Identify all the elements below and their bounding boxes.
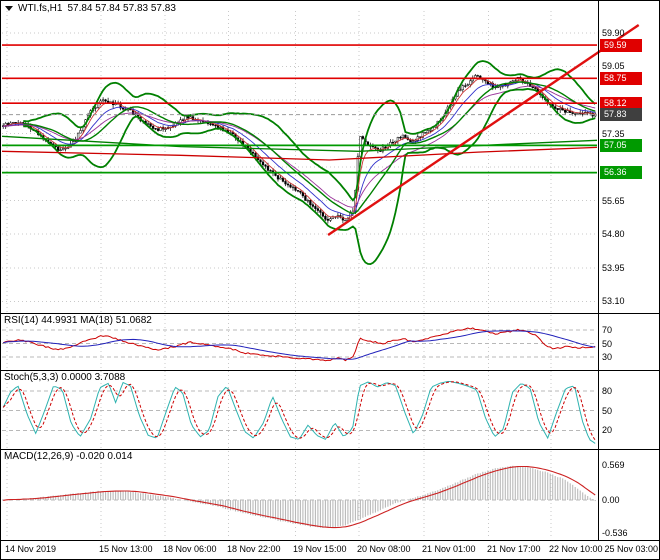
rsi-line [2,327,596,362]
macd-signal-line [3,465,596,529]
vertical-gridlines [6,11,552,539]
main-chart-plot-area[interactable] [2,10,597,310]
rsi-panel-area[interactable] [2,314,597,369]
stochastic-k-line [2,381,596,444]
trend-line [327,24,640,236]
price-axis[interactable] [599,1,659,540]
slow-ma-lines [1,135,598,161]
time-axis[interactable] [1,541,659,558]
stochastic-panel-area[interactable] [2,371,597,448]
macd-panel-area[interactable] [2,450,597,539]
level-lines [2,44,597,174]
stochastic-d-line [2,381,596,441]
ema-lines [3,78,596,220]
rsi-ma-line [3,330,596,360]
